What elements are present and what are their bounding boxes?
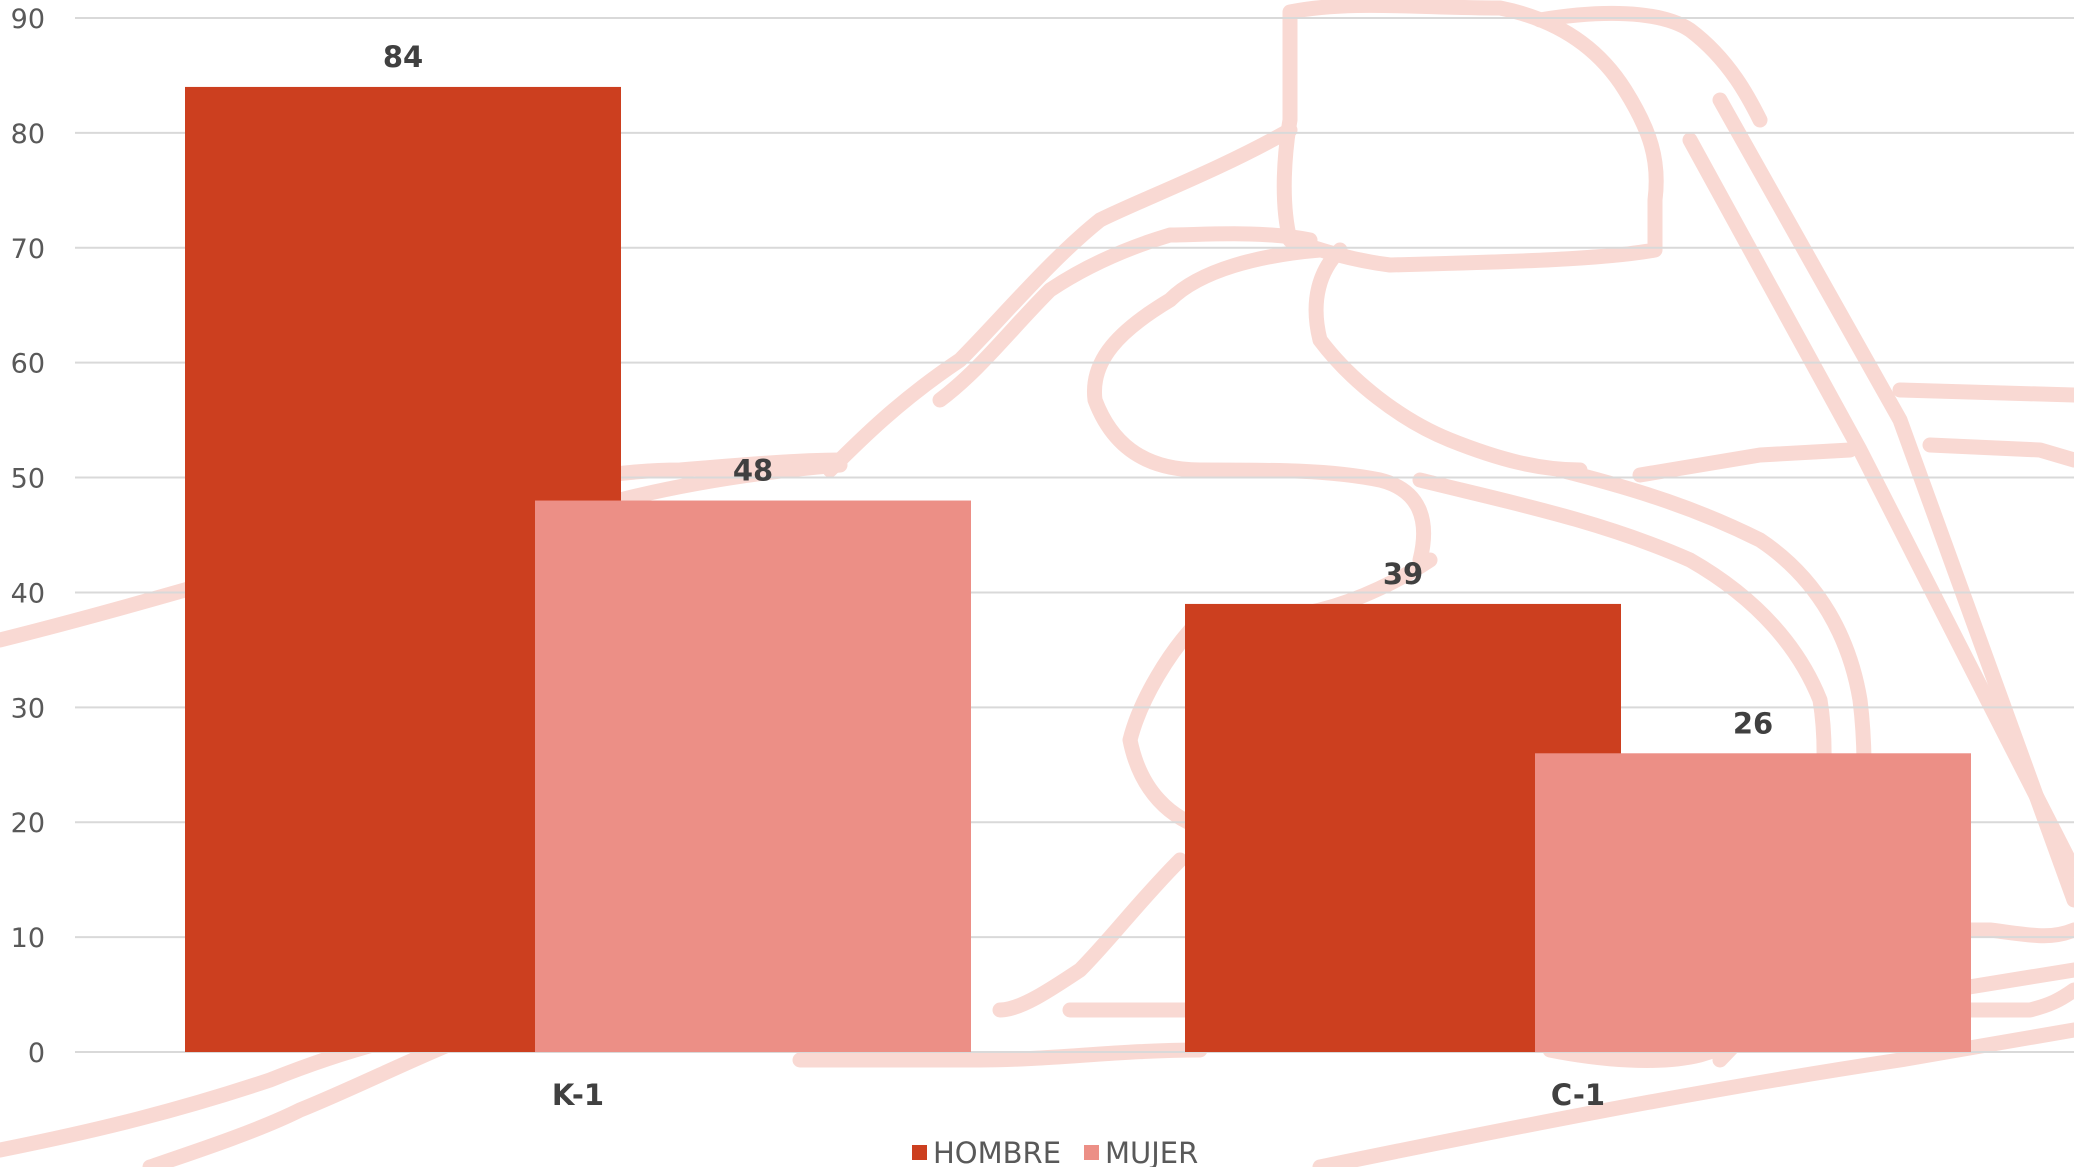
y-tick-label: 20 [11,808,45,839]
y-tick-label: 50 [11,464,45,495]
y-tick-label: 80 [11,119,45,150]
data-labels: 84 48 39 26 [383,40,1773,740]
x-axis-category-labels: K-1 C-1 [552,1078,1605,1112]
legend-swatch-hombre [912,1145,927,1160]
bar-mujer-c-1 [1535,753,1971,1052]
legend: HOMBRE MUJER [912,1136,1198,1167]
y-tick-label: 0 [28,1038,45,1069]
legend-label-mujer: MUJER [1105,1136,1198,1167]
data-label: 84 [383,40,423,74]
data-label: 26 [1733,706,1773,740]
y-axis-tick-labels: 0 10 20 30 40 50 60 70 80 90 [11,4,45,1069]
x-category-label: K-1 [552,1078,604,1112]
y-tick-label: 60 [11,349,45,380]
y-tick-label: 40 [11,578,45,609]
x-category-label: C-1 [1551,1078,1605,1112]
data-label: 48 [733,454,773,488]
legend-swatch-mujer [1084,1145,1099,1160]
y-tick-label: 10 [11,923,45,954]
data-label: 39 [1383,557,1423,591]
y-tick-label: 90 [11,4,45,35]
y-tick-label: 70 [11,234,45,265]
bars [185,86,1971,1052]
y-tick-label: 30 [11,693,45,724]
bar-mujer-k-1 [535,500,971,1052]
legend-label-hombre: HOMBRE [933,1136,1061,1167]
